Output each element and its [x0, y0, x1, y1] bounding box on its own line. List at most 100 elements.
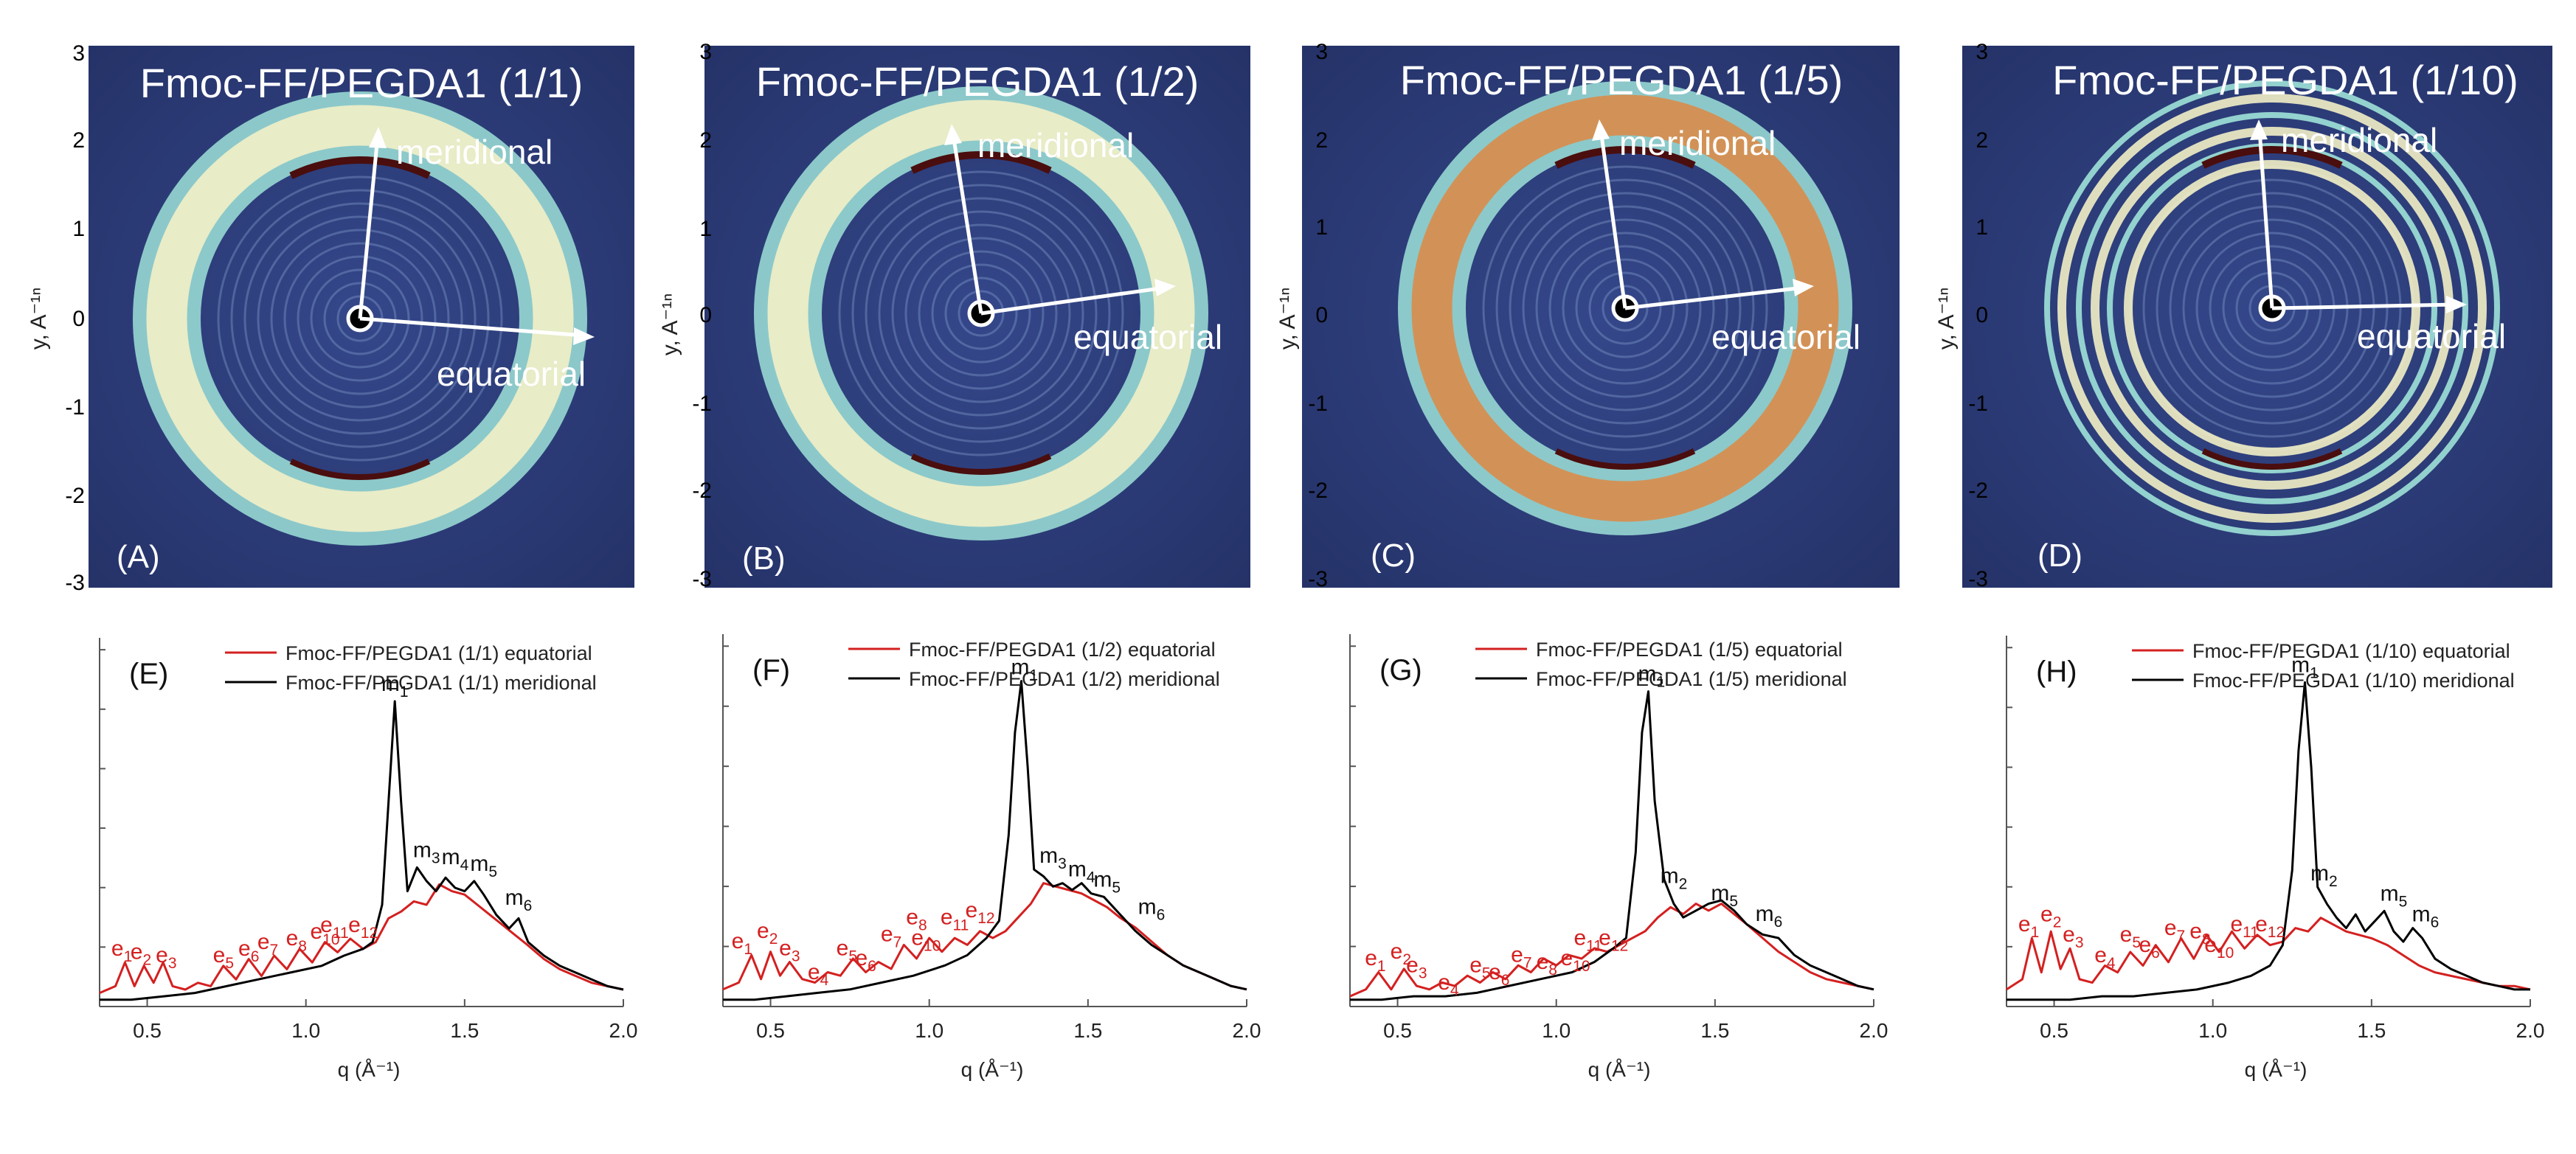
inner-ripple — [1482, 165, 1768, 451]
x-axis-label: q (Å⁻¹) — [1588, 1058, 1651, 1081]
diffraction-ring — [2076, 112, 2468, 504]
x-tick-label: 0.5 — [756, 1019, 785, 1042]
x-tick-label: 1.0 — [915, 1019, 944, 1042]
peak-label: e1 — [732, 929, 752, 958]
diffraction-panel-b: Fmoc-FF/PEGDA1 (1/2) (B) meridional equa… — [658, 40, 1250, 591]
peak-label: m5 — [470, 852, 497, 880]
x-tick-label: 2.0 — [1860, 1019, 1888, 1042]
peak-label: e1 — [111, 936, 132, 965]
legend-entry: Fmoc-FF/PEGDA1 (1/10) equatorial — [2192, 640, 2510, 662]
peak-label: e8 — [1537, 950, 1557, 979]
meridional-series-line — [2007, 681, 2530, 1001]
equatorial-arrowhead-b — [1154, 279, 1176, 296]
peak-label: e2 — [757, 919, 778, 948]
meridional-arrow-b — [951, 133, 983, 314]
peak-label: e2 — [131, 940, 151, 969]
inner-ripple — [217, 175, 503, 462]
legend-entry: Fmoc-FF/PEGDA1 (1/2) meridional — [909, 668, 1220, 690]
equatorial-series-line — [722, 882, 1247, 991]
y-tick: 2 — [1976, 128, 1988, 153]
equatorial-series-line — [99, 883, 624, 994]
y-tick: -1 — [1308, 392, 1328, 416]
y-tick: 0 — [1315, 303, 1328, 327]
y-tick: -3 — [65, 571, 85, 595]
peak-label: e4 — [1438, 970, 1459, 999]
y-tick: -1 — [65, 395, 85, 420]
equatorial-arrow-b — [980, 285, 1166, 316]
panel-title-a: Fmoc-FF/PEGDA1 (1/1) — [140, 60, 584, 106]
x-tick-label: 1.0 — [1542, 1019, 1571, 1042]
inner-ripple — [2169, 205, 2375, 411]
y-tick: 3 — [699, 40, 712, 64]
legend-entry: Fmoc-FF/PEGDA1 (1/10) meridional — [2192, 670, 2515, 692]
inner-ripple — [2156, 192, 2389, 425]
meridional-arc-top — [2201, 146, 2343, 169]
panel-letter-c: (C) — [1371, 538, 1416, 574]
legend-entry: Fmoc-FF/PEGDA1 (1/5) equatorial — [1536, 639, 1843, 661]
peak-label: m5 — [2381, 882, 2408, 911]
x-tick-label: 0.5 — [133, 1019, 162, 1042]
peak-label: m6 — [505, 886, 533, 914]
meridional-arrowhead-d — [2250, 119, 2268, 140]
peak-label: m6 — [2412, 902, 2440, 931]
x-tick-label: 2.0 — [609, 1019, 638, 1042]
inner-ripple — [2142, 178, 2402, 438]
peak-label: e7 — [881, 922, 901, 951]
peak-label: m2 — [2310, 861, 2338, 890]
y-axis-label-b: y, A⁻¹ⁿ — [658, 293, 682, 356]
inner-ripple — [1575, 258, 1675, 358]
meridional-series-line — [1350, 690, 1874, 1001]
meridional-arrowhead-c — [1592, 119, 1610, 141]
meridional-arc-bottom — [910, 453, 1052, 475]
peak-label: m6 — [1138, 895, 1166, 924]
y-tick: -3 — [1968, 567, 1988, 591]
y-tick: 0 — [1976, 303, 1988, 327]
y-tick: -2 — [1968, 479, 1988, 503]
inner-ripple — [323, 282, 397, 355]
x-axis-label: q (Å⁻¹) — [961, 1058, 1024, 1081]
equatorial-arrow-a — [359, 316, 585, 338]
inner-ripple — [1588, 271, 1662, 345]
peak-label: e7 — [2164, 916, 2185, 945]
equatorial-label-d: equatorial — [2357, 317, 2506, 355]
peak-label: e8 — [286, 926, 307, 955]
y-tick: -2 — [1308, 479, 1328, 503]
x-axis-label: q (Å⁻¹) — [2245, 1058, 2307, 1081]
y-tick: 1 — [1976, 215, 1988, 240]
chart-e: 0.5 1.0 1.5 2.0 q (Å⁻¹) (E) Fmoc-FF/PEGDA1 (1/… — [99, 638, 638, 1081]
y-tick: 0 — [699, 303, 712, 327]
meridional-label-d: meridional — [2281, 121, 2437, 159]
meridional-arrow-a — [358, 136, 380, 319]
chart-h: 0.5 1.0 1.5 2.0 q (Å⁻¹) (H) Fmoc-FF/PEGDA1 (1/… — [2006, 636, 2545, 1081]
x-tick-label: 2.0 — [2516, 1019, 2545, 1042]
inner-ripple — [918, 250, 1045, 377]
peak-label: e6 — [1489, 960, 1509, 989]
peak-label: e3 — [779, 936, 800, 964]
inner-ripple — [270, 229, 450, 409]
peak-label: e2 — [2040, 902, 2061, 931]
peak-label: e1 — [1365, 946, 1385, 975]
peak-label: e4 — [808, 960, 829, 989]
peak-label: e12 — [966, 898, 995, 927]
y-axis-c: y, A⁻¹ⁿ 3 2 1 0 -1 -2 -3 — [1275, 40, 1328, 591]
peak-label: m2 — [1661, 864, 1688, 893]
equatorial-arrow-c — [1624, 285, 1804, 310]
meridional-arrowhead-a — [369, 127, 387, 148]
y-axis-d: y, A⁻¹ⁿ 3 2 1 0 -1 -2 -3 — [1934, 40, 1988, 591]
inner-ripple — [297, 255, 423, 382]
meridional-series-line — [100, 700, 624, 1001]
inner-ripple — [243, 202, 477, 435]
equatorial-arrowhead-d — [2446, 296, 2467, 313]
meridional-label-b: meridional — [977, 126, 1134, 164]
inner-ripple — [257, 215, 463, 422]
y-tick: 3 — [1315, 40, 1328, 64]
inner-ripple — [838, 170, 1124, 456]
x-tick-label: 1.0 — [291, 1019, 320, 1042]
diffraction-panel-a: Fmoc-FF/PEGDA1 (1/1) (A) meridional equa… — [27, 41, 634, 595]
inner-ripple — [1509, 192, 1742, 425]
peak-label: m4 — [442, 845, 469, 874]
diffraction-rings-c — [1398, 81, 1852, 535]
y-axis-b: y, A⁻¹ⁿ 3 2 1 0 -1 -2 -3 — [658, 40, 712, 591]
y-tick: 0 — [72, 307, 85, 331]
